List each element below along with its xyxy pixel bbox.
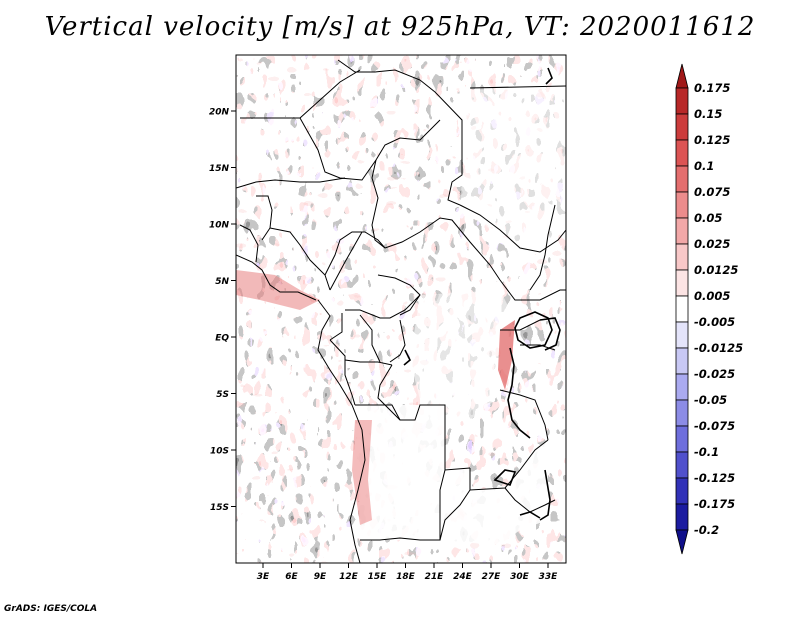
colorbar-label: -0.075 [694,419,735,433]
colorbar: 0.175 0.15 0.125 0.1 0.075 0.05 0.025 0.0125 0.0… [675,63,743,555]
chart-title: Vertical velocity [m/s] at 925hPa, VT: 2… [44,12,756,42]
lat-label: 5N [215,277,229,287]
lon-label: 24E [453,572,473,582]
country-borders [236,59,566,563]
colorbar-bin [675,217,689,245]
colorbar-label: 0.0125 [694,263,738,277]
lat-label: 20N [209,108,230,118]
colorbar-bin [675,191,689,219]
colorbar-label: 0.1 [694,159,714,173]
colorbar-label: -0.2 [694,523,719,537]
credit-label: GrADS: IGES/COLA [4,604,98,614]
updraft-streak-east [498,320,515,390]
colorbar-bin [675,451,689,479]
lat-label: 10S [210,447,229,457]
colorbar-bin [675,295,689,323]
colorbar-bin [675,87,689,115]
lon-label: 18E [396,572,416,582]
lon-label: 27E [482,572,502,582]
lon-label: 6E [285,572,298,582]
lon-label: 21E [425,572,445,582]
lon-label: 12E [339,572,359,582]
colorbar-bin [675,425,689,453]
colorbar-label: -0.0125 [694,341,743,355]
lon-label: 33E [539,572,559,582]
lon-label: 3E [257,572,270,582]
colorbar-bin [675,373,689,401]
colorbar-bin [675,399,689,427]
colorbar-label: -0.05 [694,393,727,407]
calm-region-south [356,405,548,545]
colorbar-label: -0.175 [694,497,735,511]
colorbar-label: -0.005 [694,315,735,329]
lat-label: 10N [209,221,230,231]
colorbar-arrow-top [675,63,689,89]
colorbar-label: 0.075 [694,185,730,199]
colorbar-bin [675,347,689,375]
calm-region-sudan [460,86,566,250]
lat-label: 15N [209,164,230,174]
latitude-axis: 20N 15N 10N 5N EQ 5S 10S 15S [209,108,236,513]
lon-label: 15E [368,572,388,582]
colorbar-bin [675,503,689,531]
colorbar-label: 0.125 [694,133,730,147]
colorbar-label: 0.025 [694,237,730,251]
colorbar-bin [675,165,689,193]
lon-label: 9E [314,572,327,582]
colorbar-label: 0.15 [694,107,722,121]
calm-region-congo [410,290,515,420]
longitude-axis: 3E 6E 9E 12E 15E 18E 21E 24E 27E 30E 33E [257,563,558,582]
colorbar-arrow-bottom [675,529,689,555]
colorbar-bin [675,321,689,349]
lon-label: 30E [510,572,530,582]
map-frame [235,54,567,564]
colorbar-label: -0.025 [694,367,735,381]
lake-outlines [403,67,561,521]
colorbar-bin [675,477,689,505]
colorbar-bin [675,113,689,141]
colorbar-label: -0.1 [694,445,719,459]
colorbar-label: 0.005 [694,289,730,303]
lat-label: EQ [215,334,229,344]
colorbar-label: -0.125 [694,471,735,485]
colorbar-bin [675,243,689,271]
colorbar-label: 0.05 [694,211,722,225]
lat-label: 5S [216,390,229,400]
colorbar-bin [675,139,689,167]
lat-label: 15S [210,503,229,513]
colorbar-label: 0.175 [694,81,730,95]
colorbar-bin [675,269,689,297]
